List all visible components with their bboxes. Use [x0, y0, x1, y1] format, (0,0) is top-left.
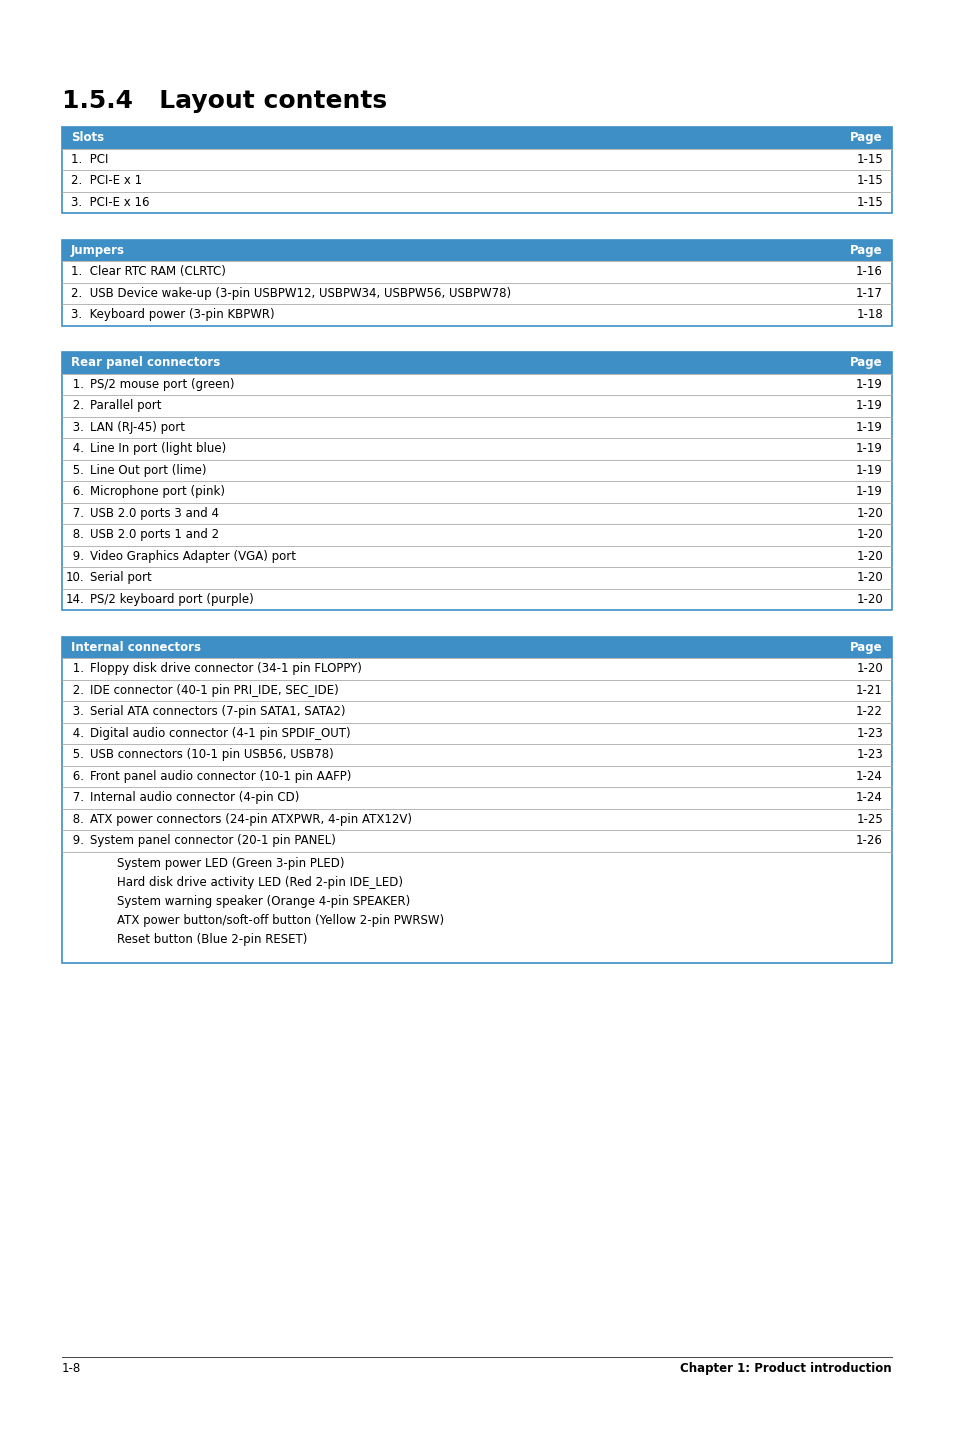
Text: 9.: 9.	[69, 834, 84, 847]
Text: 1-16: 1-16	[855, 266, 882, 279]
FancyBboxPatch shape	[62, 127, 891, 213]
Text: 8.: 8.	[69, 812, 84, 825]
Text: Microphone port (pink): Microphone port (pink)	[90, 486, 225, 499]
Text: 1-25: 1-25	[856, 812, 882, 825]
Text: 6.: 6.	[69, 486, 84, 499]
Text: 14.: 14.	[65, 592, 84, 605]
Text: Jumpers: Jumpers	[71, 244, 125, 257]
Text: Digital audio connector (4-1 pin SPDIF_OUT): Digital audio connector (4-1 pin SPDIF_O…	[90, 726, 351, 741]
Text: USB 2.0 ports 3 and 4: USB 2.0 ports 3 and 4	[90, 508, 219, 521]
Text: 10.: 10.	[66, 571, 84, 584]
Text: 1-15: 1-15	[856, 196, 882, 209]
Text: 1.  PCI: 1. PCI	[71, 152, 109, 165]
Text: 1-19: 1-19	[855, 400, 882, 413]
Text: 5.: 5.	[69, 748, 84, 761]
Text: Slots: Slots	[71, 131, 104, 144]
Text: 1-20: 1-20	[856, 508, 882, 521]
Text: Page: Page	[849, 131, 882, 144]
Text: Parallel port: Parallel port	[90, 400, 161, 413]
Text: Page: Page	[849, 641, 882, 654]
Text: 3.: 3.	[69, 706, 84, 719]
Text: 1-23: 1-23	[856, 748, 882, 761]
Text: PS/2 mouse port (green): PS/2 mouse port (green)	[90, 378, 234, 391]
Text: ATX power connectors (24-pin ATXPWR, 4-pin ATX12V): ATX power connectors (24-pin ATXPWR, 4-p…	[90, 812, 412, 825]
Text: Chapter 1: Product introduction: Chapter 1: Product introduction	[679, 1362, 891, 1376]
Text: Serial ATA connectors (7-pin SATA1, SATA2): Serial ATA connectors (7-pin SATA1, SATA…	[90, 706, 345, 719]
Text: 2.  PCI-E x 1: 2. PCI-E x 1	[71, 174, 142, 187]
Text: Line Out port (lime): Line Out port (lime)	[90, 464, 206, 477]
Text: 1-17: 1-17	[855, 288, 882, 301]
Text: 1-21: 1-21	[855, 684, 882, 697]
Text: 4.: 4.	[69, 726, 84, 741]
Text: 1-22: 1-22	[855, 706, 882, 719]
Text: IDE connector (40-1 pin PRI_IDE, SEC_IDE): IDE connector (40-1 pin PRI_IDE, SEC_IDE…	[90, 684, 338, 697]
Text: 2.: 2.	[69, 684, 84, 697]
Text: 1.: 1.	[69, 378, 84, 391]
Text: 1-20: 1-20	[856, 528, 882, 541]
Text: 1-19: 1-19	[855, 421, 882, 434]
Text: 1-23: 1-23	[856, 726, 882, 741]
Text: 1.: 1.	[69, 663, 84, 676]
Text: 1-24: 1-24	[855, 791, 882, 804]
FancyBboxPatch shape	[62, 240, 891, 325]
FancyBboxPatch shape	[62, 352, 891, 610]
Text: 7.: 7.	[69, 508, 84, 521]
Text: Floppy disk drive connector (34-1 pin FLOPPY): Floppy disk drive connector (34-1 pin FL…	[90, 663, 361, 676]
Text: 1-24: 1-24	[855, 769, 882, 782]
Text: 1-20: 1-20	[856, 549, 882, 562]
Text: Line In port (light blue): Line In port (light blue)	[90, 443, 226, 456]
Text: 1-26: 1-26	[855, 834, 882, 847]
Text: 1-19: 1-19	[855, 464, 882, 477]
Text: USB connectors (10-1 pin USB56, USB78): USB connectors (10-1 pin USB56, USB78)	[90, 748, 334, 761]
Text: 7.: 7.	[69, 791, 84, 804]
Text: Rear panel connectors: Rear panel connectors	[71, 357, 220, 370]
Text: ATX power button/soft-off button (Yellow 2-pin PWRSW): ATX power button/soft-off button (Yellow…	[117, 915, 444, 928]
Text: 3.  PCI-E x 16: 3. PCI-E x 16	[71, 196, 150, 209]
Text: Front panel audio connector (10-1 pin AAFP): Front panel audio connector (10-1 pin AA…	[90, 769, 351, 782]
Text: 1.  Clear RTC RAM (CLRTC): 1. Clear RTC RAM (CLRTC)	[71, 266, 226, 279]
Text: Hard disk drive activity LED (Red 2-pin IDE_LED): Hard disk drive activity LED (Red 2-pin …	[117, 876, 402, 889]
Bar	[62, 240, 891, 262]
Text: 4.: 4.	[69, 443, 84, 456]
Text: 8.: 8.	[69, 528, 84, 541]
Text: 1-19: 1-19	[855, 486, 882, 499]
Bar	[62, 352, 891, 374]
Bar	[62, 127, 891, 148]
Text: Video Graphics Adapter (VGA) port: Video Graphics Adapter (VGA) port	[90, 549, 295, 562]
Text: 1-19: 1-19	[855, 443, 882, 456]
Text: 2.: 2.	[69, 400, 84, 413]
Text: Page: Page	[849, 357, 882, 370]
Text: System warning speaker (Orange 4-pin SPEAKER): System warning speaker (Orange 4-pin SPE…	[117, 894, 410, 907]
Text: 1-15: 1-15	[856, 174, 882, 187]
Text: 1.5.4   Layout contents: 1.5.4 Layout contents	[62, 89, 387, 114]
Text: Serial port: Serial port	[90, 571, 152, 584]
Text: 1-19: 1-19	[855, 378, 882, 391]
Text: 6.: 6.	[69, 769, 84, 782]
Text: 1-8: 1-8	[62, 1362, 81, 1376]
Text: 3.  Keyboard power (3-pin KBPWR): 3. Keyboard power (3-pin KBPWR)	[71, 308, 274, 322]
Text: Reset button (Blue 2-pin RESET): Reset button (Blue 2-pin RESET)	[117, 933, 307, 946]
Text: 1-18: 1-18	[856, 308, 882, 322]
Bar	[62, 637, 891, 659]
Text: System panel connector (20-1 pin PANEL): System panel connector (20-1 pin PANEL)	[90, 834, 335, 847]
Text: 9.: 9.	[69, 549, 84, 562]
Text: 3.: 3.	[69, 421, 84, 434]
Text: Internal audio connector (4-pin CD): Internal audio connector (4-pin CD)	[90, 791, 299, 804]
Text: Page: Page	[849, 244, 882, 257]
Text: 1-20: 1-20	[856, 592, 882, 605]
Text: System power LED (Green 3-pin PLED): System power LED (Green 3-pin PLED)	[117, 857, 344, 870]
Text: PS/2 keyboard port (purple): PS/2 keyboard port (purple)	[90, 592, 253, 605]
Text: LAN (RJ-45) port: LAN (RJ-45) port	[90, 421, 185, 434]
Text: 1-20: 1-20	[856, 663, 882, 676]
Text: 1-15: 1-15	[856, 152, 882, 165]
FancyBboxPatch shape	[62, 637, 891, 963]
Text: 5.: 5.	[69, 464, 84, 477]
Text: 2.  USB Device wake-up (3-pin USBPW12, USBPW34, USBPW56, USBPW78): 2. USB Device wake-up (3-pin USBPW12, US…	[71, 288, 511, 301]
Text: 1-20: 1-20	[856, 571, 882, 584]
Text: USB 2.0 ports 1 and 2: USB 2.0 ports 1 and 2	[90, 528, 219, 541]
Text: Internal connectors: Internal connectors	[71, 641, 201, 654]
